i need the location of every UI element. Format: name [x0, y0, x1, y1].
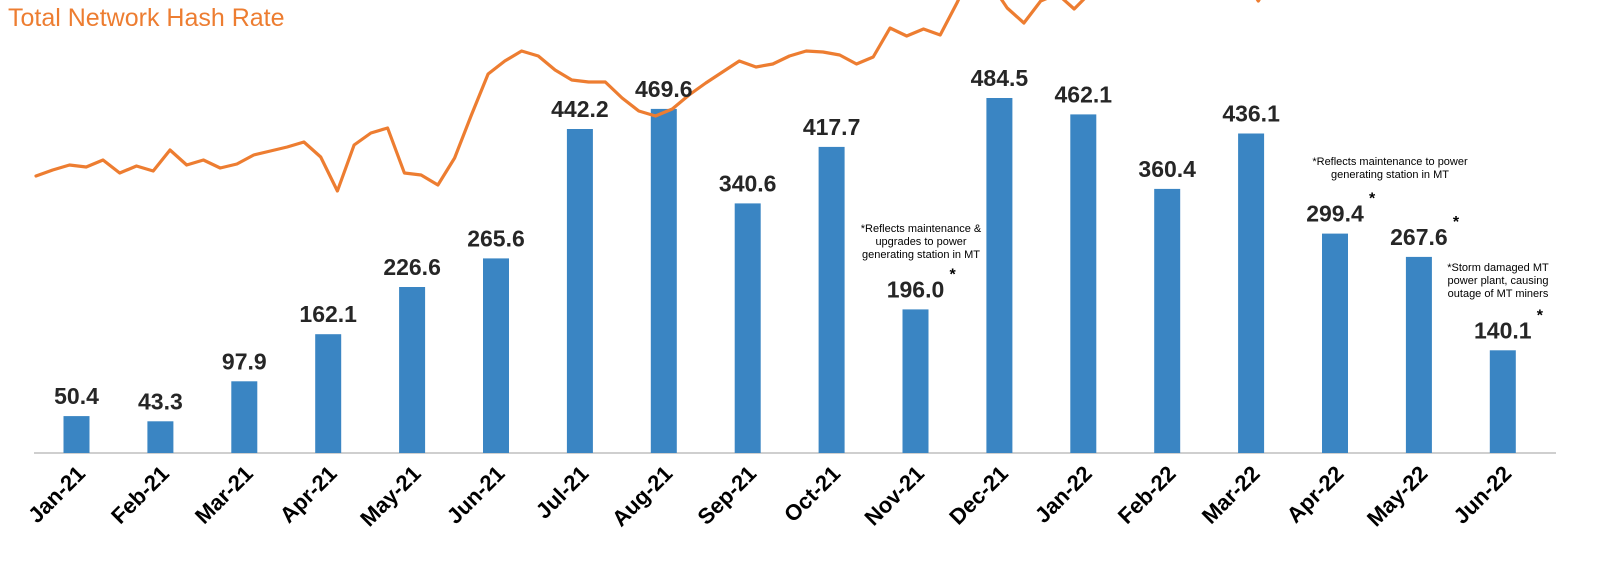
bar-nov-21	[902, 309, 929, 453]
bar-value-label: 417.7	[803, 114, 861, 140]
annotation-note: *Reflects maintenance & upgrades to power…	[861, 223, 982, 261]
bar-value-label: 97.9	[222, 348, 267, 374]
bar-jun-21	[483, 258, 509, 453]
bar-value-label: 299.4	[1306, 201, 1364, 227]
bar-jul-21	[566, 129, 593, 453]
bar-aug-21	[650, 108, 677, 454]
x-tick-label: Dec-21	[944, 461, 1013, 530]
x-tick-label: Apr-22	[1282, 461, 1349, 528]
bar-value-label: 436.1	[1222, 101, 1280, 127]
bar-feb-21	[147, 421, 174, 453]
x-tick-label: Jul-21	[531, 461, 594, 524]
x-tick-label: Aug-21	[607, 461, 677, 531]
x-tick-label: Feb-22	[1113, 461, 1181, 529]
bar-may-21	[399, 287, 426, 453]
bar-mar-22	[1238, 133, 1265, 453]
bar-value-label: 265.6	[467, 225, 525, 251]
bar-apr-22	[1322, 233, 1348, 453]
x-tick-label: May-21	[355, 461, 425, 531]
bar-apr-21	[315, 334, 342, 453]
x-tick-label: Nov-21	[859, 461, 929, 531]
bar-jan-21	[63, 416, 90, 453]
footnote-marker: *	[950, 266, 957, 283]
x-tick-label: Apr-21	[275, 461, 342, 528]
x-tick-label: Feb-21	[106, 461, 174, 529]
footnote-marker: *	[1537, 307, 1544, 324]
bar-value-label: 226.6	[383, 254, 441, 280]
x-tick-label: Jun-22	[1449, 461, 1517, 529]
x-tick-label: Jun-21	[442, 461, 510, 529]
x-tick-label: Mar-21	[190, 461, 258, 529]
hash-rate-line	[34, 0, 1261, 193]
footnote-marker: *	[1453, 214, 1460, 231]
x-tick-labels: Jan-21 Feb-21 Mar-21 Apr-21 May-21 Jun-21 Jul-…	[23, 461, 1516, 531]
annotation-note: *Reflects maintenance to power generating…	[1312, 156, 1468, 181]
bar-value-label: 140.1	[1474, 317, 1532, 343]
bar-may-22	[1405, 256, 1432, 453]
bar-value-label: 484.5	[971, 65, 1029, 91]
bar-dec-21	[986, 98, 1013, 453]
annotations-group: *Reflects maintenance & upgrades to power…	[861, 156, 1549, 300]
bar-value-label: 50.4	[54, 383, 99, 409]
bar-jun-22	[1489, 350, 1516, 453]
bar-value-label: 196.0	[887, 276, 945, 302]
bar-value-label: 442.2	[551, 96, 609, 122]
x-tick-label: Jan-22	[1030, 461, 1097, 528]
chart-title: Total Network Hash Rate	[8, 4, 285, 32]
bar-jan-22	[1070, 114, 1097, 454]
bar-value-label: 340.6	[719, 170, 777, 196]
bar-value-label: 360.4	[1138, 156, 1196, 182]
bar-value-label: 267.6	[1390, 224, 1448, 250]
bar-value-label: 43.3	[138, 388, 183, 414]
bar-mar-21	[231, 381, 258, 453]
x-tick-label: Sep-21	[693, 461, 762, 530]
bars-group	[63, 98, 1516, 454]
x-tick-label: Mar-22	[1197, 461, 1265, 529]
footnote-marker: *	[1369, 191, 1376, 208]
x-tick-label: May-22	[1362, 461, 1432, 531]
bar-value-label: 162.1	[299, 301, 357, 327]
x-tick-label: Oct-21	[779, 461, 845, 527]
bar-value-label: 469.6	[635, 76, 693, 102]
x-tick-label: Jan-21	[23, 461, 90, 528]
bar-feb-22	[1154, 188, 1181, 453]
bar-oct-21	[818, 146, 845, 453]
bar-value-label: 462.1	[1055, 81, 1113, 107]
bar-sep-21	[734, 203, 761, 453]
annotation-note: *Storm damaged MT power plant, causing out…	[1447, 262, 1549, 300]
bar-value-labels: 50.4 43.3 97.9 162.1 226.6 265.6 442.2 469.6 340…	[54, 65, 1544, 414]
